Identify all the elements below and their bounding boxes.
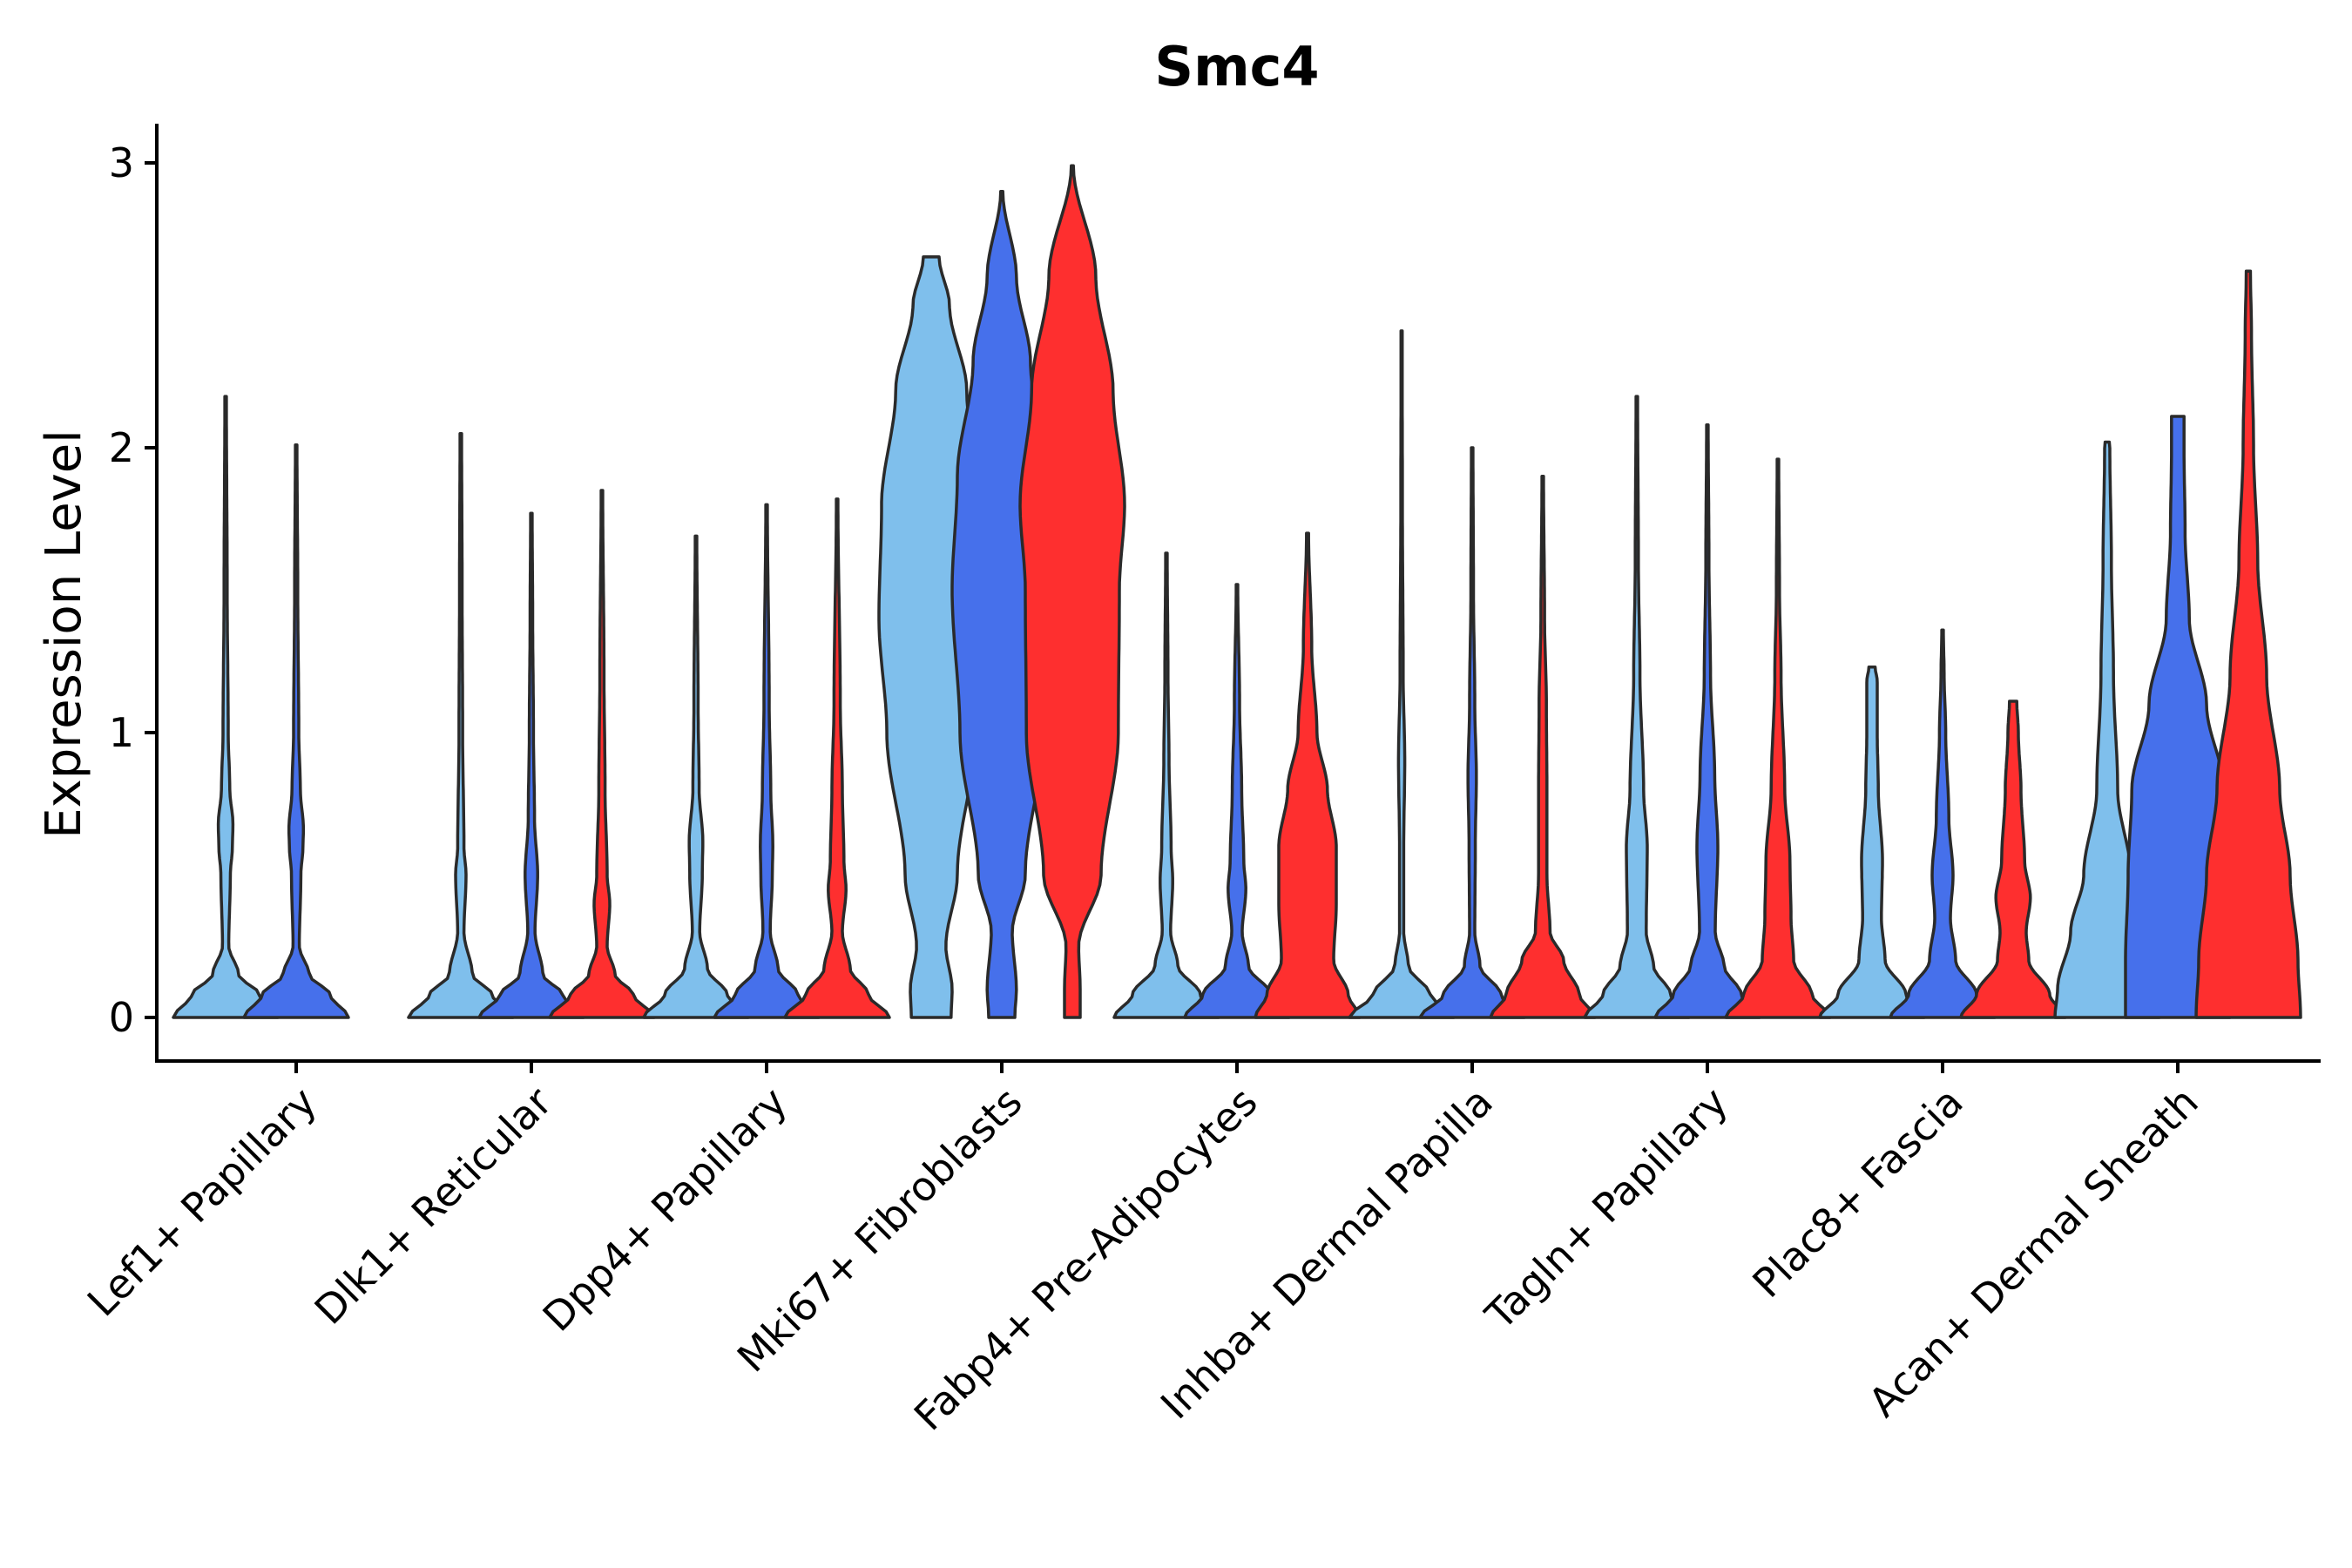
violin-shape [1889,628,1997,1019]
violin-shape [1818,666,1926,1019]
x-tick-label: Dpp4+ Papillary [534,1078,796,1341]
violins-layer [172,164,2302,1019]
y-tick-label: 3 [109,139,134,186]
x-tick-label: Tagln+ Papillary [1476,1078,1737,1340]
violin-shape [783,497,891,1019]
violin-shape [1418,446,1526,1019]
y-tick-label: 2 [109,424,134,471]
violin-shape [2194,269,2302,1019]
x-tick-label: Dlk1+ Reticular [306,1078,561,1334]
violin-shape [477,511,585,1019]
violin-shape [1183,583,1291,1019]
y-axis-label: Expression Level [36,429,92,839]
x-tick-label: Plac8+ Fascia [1743,1078,1971,1307]
violin-shape [1018,164,1126,1019]
violin-shape [642,534,750,1019]
violin-shape [1254,531,1362,1019]
violin-shape [1959,700,2067,1019]
violin-shape [1112,551,1220,1019]
x-tick-label: Lef1+ Papillary [78,1078,326,1326]
violin-shape [1583,395,1691,1019]
violin-shape [172,395,280,1019]
violin-shape [2053,440,2161,1019]
y-ticks: 0 1 2 3 [109,139,157,1041]
y-tick-label: 0 [109,994,134,1041]
chart-title: Smc4 [1154,35,1319,98]
violin-shape [713,503,821,1019]
violin-shape [1348,329,1456,1019]
y-tick-label: 1 [109,709,134,756]
violin-shape [548,489,656,1019]
violin-shape [242,443,350,1019]
violin-shape [1489,474,1597,1019]
violin-shape [407,431,515,1019]
violin-shape [1653,423,1761,1019]
violin-shape [1724,457,1832,1019]
